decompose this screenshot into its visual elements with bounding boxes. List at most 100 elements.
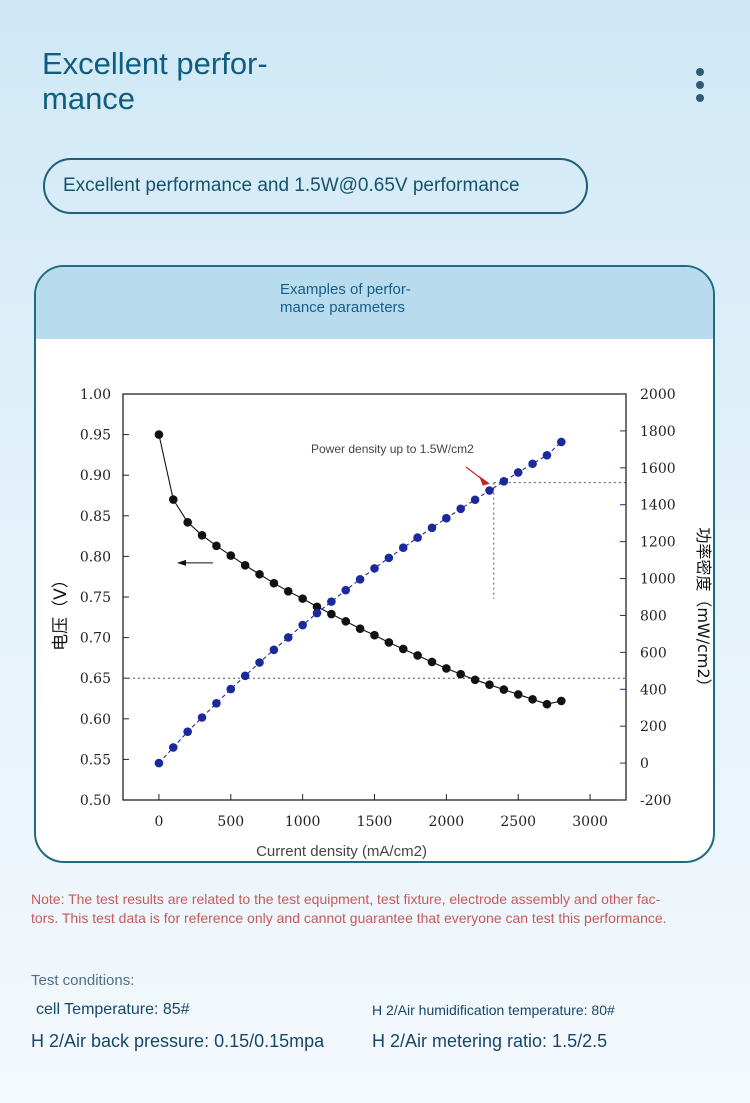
power-data-point <box>499 476 509 486</box>
power-data-point <box>327 597 336 606</box>
annotation-arrow-head <box>478 475 490 486</box>
y-left-tick-label: 0.95 <box>80 428 111 444</box>
y-left-tick-label: 0.85 <box>80 509 111 525</box>
y-left-tick-label: 0.70 <box>80 631 111 647</box>
power-data-point <box>312 608 322 618</box>
voltage-data-point <box>154 430 164 439</box>
voltage-data-point <box>283 587 293 596</box>
voltage-data-point <box>341 617 351 626</box>
voltage-data-point <box>542 699 552 709</box>
power-data-point <box>513 468 523 477</box>
voltage-data-point <box>240 561 250 570</box>
y-right-tick-label: 2000 <box>640 387 676 403</box>
y-left-tick-label: 0.55 <box>80 752 111 768</box>
power-data-point <box>269 645 279 655</box>
x-tick-label: 1000 <box>285 814 321 830</box>
voltage-data-point <box>413 651 422 660</box>
power-data-point <box>456 504 466 514</box>
test-conditions-heading: Test conditions: <box>31 972 135 989</box>
power-data-point <box>442 513 451 523</box>
x-tick-label: 2000 <box>429 814 465 830</box>
voltage-data-point <box>456 669 466 679</box>
chart-card-header: Examples of perfor- mance parameters <box>36 267 713 339</box>
voltage-data-point <box>384 638 394 647</box>
y-right-tick-label: 800 <box>640 608 667 624</box>
voltage-data-point <box>513 690 523 699</box>
voltage-data-point <box>398 644 408 654</box>
power-series-line <box>158 441 562 764</box>
power-data-point <box>528 459 537 469</box>
subtitle-pill: Excellent performance and 1.5W@0.65V per… <box>43 158 588 214</box>
menu-dot-icon <box>696 81 704 89</box>
condition-humidification-temperature: H 2/Air humidification temperature: 80# <box>372 1002 615 1018</box>
y-right-tick-label: -200 <box>640 793 671 809</box>
x-tick-label: 500 <box>217 814 244 830</box>
y-right-tick-label: 1200 <box>640 535 676 551</box>
power-data-point <box>212 698 221 708</box>
power-data-point <box>197 713 207 722</box>
voltage-data-point <box>470 675 480 685</box>
power-data-point <box>413 533 422 542</box>
voltage-data-point <box>312 602 322 612</box>
power-annotation: Power density up to 1.5W/cm2 <box>311 442 474 456</box>
voltage-data-point <box>212 541 221 551</box>
performance-chart: 0 500 1000 1500 2000 2500 30000.500.550.600.65… <box>51 387 713 860</box>
power-data-point <box>355 574 365 584</box>
test-note: Note: The test results are related to th… <box>31 891 667 926</box>
condition-back-pressure: H 2/Air back pressure: 0.15/0.15mpa <box>31 1031 325 1051</box>
voltage-data-point <box>197 530 207 540</box>
y-right-tick-label: 1400 <box>640 498 676 514</box>
power-data-point <box>557 437 566 447</box>
voltage-data-point <box>226 551 236 560</box>
power-data-point <box>255 658 264 667</box>
condition-cell-temperature: cell Temperature: 85# <box>36 1001 190 1018</box>
voltage-data-point <box>427 657 437 667</box>
chart-card-title: Examples of perfor- mance parameters <box>280 281 411 316</box>
power-data-point <box>226 684 236 694</box>
power-data-point <box>154 758 164 768</box>
y-left-tick-label: 0.80 <box>80 549 111 565</box>
page-title: Excellent perfor- mance <box>42 46 268 116</box>
power-data-point <box>169 743 178 752</box>
voltage-data-point <box>355 624 365 633</box>
voltage-data-point <box>255 569 264 579</box>
voltage-data-point <box>269 578 279 588</box>
voltage-data-point <box>557 696 566 706</box>
y-right-axis-label: 功率密度（mW/cm2） <box>694 527 713 694</box>
y-left-tick-label: 0.90 <box>80 468 111 484</box>
voltage-data-point <box>183 517 192 527</box>
menu-dot-icon <box>696 94 704 102</box>
y-left-tick-label: 0.75 <box>80 590 111 606</box>
power-data-point <box>341 585 351 595</box>
voltage-data-point <box>169 495 178 504</box>
power-data-point <box>485 486 494 495</box>
y-left-tick-label: 0.50 <box>80 793 111 809</box>
voltage-data-point <box>442 664 451 673</box>
voltage-data-point <box>298 594 307 603</box>
power-data-point <box>183 727 192 737</box>
power-data-point <box>298 620 307 630</box>
y-right-tick-label: 600 <box>640 645 667 661</box>
y-right-tick-label: 1000 <box>640 572 676 588</box>
voltage-data-point <box>370 630 379 640</box>
chart-card: Examples of perfor- mance parameters 0 50… <box>34 265 715 863</box>
x-tick-label: 2500 <box>500 814 536 830</box>
y-right-tick-label: 400 <box>640 682 667 698</box>
voltage-data-point <box>499 685 509 694</box>
voltage-data-point <box>528 695 537 704</box>
power-data-point <box>427 523 437 533</box>
y-left-tick-label: 0.65 <box>80 671 111 687</box>
voltage-series-line <box>158 434 562 705</box>
voltage-data-point <box>485 680 494 689</box>
more-options-button[interactable] <box>686 66 714 106</box>
menu-dot-icon <box>696 68 704 76</box>
x-tick-label: 1500 <box>357 814 393 830</box>
y-right-tick-label: 0 <box>640 756 649 772</box>
x-tick-label: 0 <box>154 814 163 830</box>
y-right-tick-label: 1800 <box>640 424 676 440</box>
y-left-tick-label: 0.60 <box>80 712 111 728</box>
power-data-point <box>283 633 293 642</box>
power-data-point <box>370 564 379 573</box>
y-right-tick-label: 200 <box>640 719 667 735</box>
voltage-curve-arrow-head <box>177 559 186 566</box>
